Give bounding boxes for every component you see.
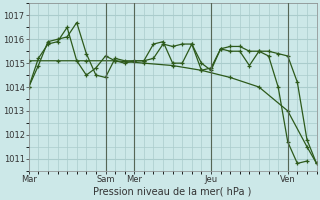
X-axis label: Pression niveau de la mer( hPa ): Pression niveau de la mer( hPa ) [93,187,252,197]
